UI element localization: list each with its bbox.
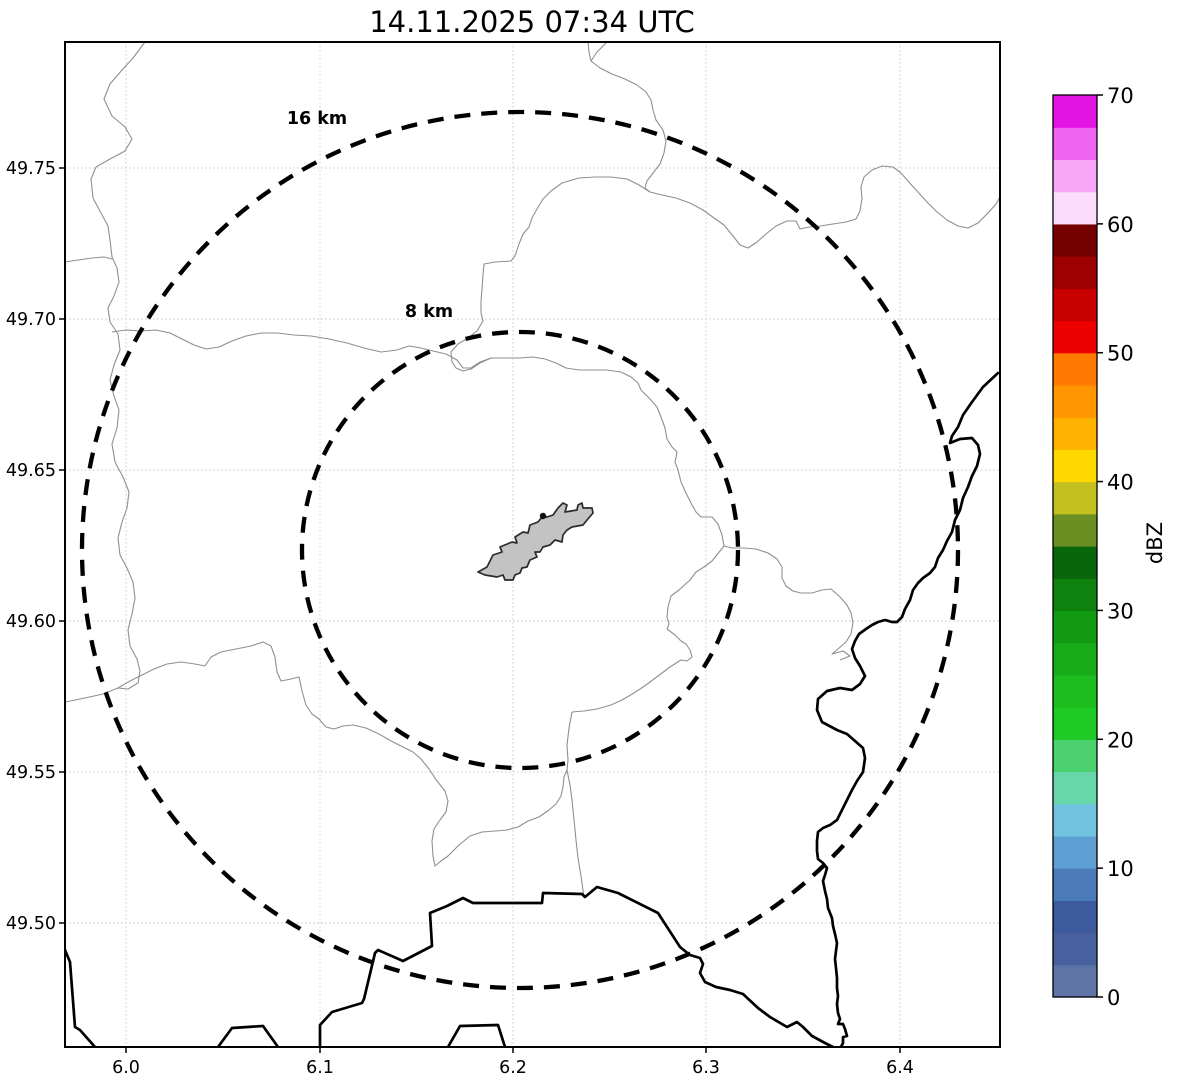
colorbar-segment <box>1053 900 1097 934</box>
x-tick-label: 6.4 <box>886 1058 914 1078</box>
city-polygon <box>477 502 594 581</box>
colorbar-segment <box>1053 352 1097 386</box>
colorbar-segment <box>1053 159 1097 193</box>
colorbar-segment <box>1053 771 1097 805</box>
colorbar-segment <box>1053 191 1097 225</box>
colorbar-segment <box>1053 384 1097 418</box>
map-content <box>65 42 1000 1047</box>
range-ring-label: 8 km <box>405 302 453 322</box>
colorbar-segment <box>1053 642 1097 676</box>
colorbar-segment <box>1053 256 1097 289</box>
colorbar-segment <box>1053 320 1097 354</box>
y-tick-label: 49.75 <box>6 159 56 179</box>
colorbar-segment <box>1053 95 1097 128</box>
colorbar-segment <box>1053 868 1097 901</box>
country-border-line <box>216 1024 280 1047</box>
colorbar-segment <box>1053 964 1097 998</box>
colorbar-segment <box>1053 288 1097 322</box>
admin-boundary-line <box>590 42 608 62</box>
colorbar-tick-label: 20 <box>1107 728 1134 752</box>
range-ring-8km <box>299 329 741 771</box>
x-tick-label: 6.3 <box>692 1058 720 1078</box>
y-tick-label: 49.65 <box>6 461 56 481</box>
colorbar-tick-label: 10 <box>1107 857 1134 881</box>
x-tick-label: 6.0 <box>112 1058 140 1078</box>
colorbar-tick-label: 70 <box>1107 84 1134 108</box>
admin-boundary-line <box>90 42 146 690</box>
colorbar-segment <box>1053 674 1097 708</box>
colorbar-segment <box>1053 739 1097 773</box>
admin-boundary-line <box>65 687 119 703</box>
colorbar-segment <box>1053 578 1097 612</box>
admin-boundary-line <box>111 329 642 391</box>
country-border-line <box>65 948 97 1047</box>
y-tick-label: 49.55 <box>6 763 56 783</box>
admin-boundary-line <box>587 42 667 193</box>
colorbar-tick-label: 40 <box>1107 471 1134 495</box>
admin-boundary-line <box>65 256 113 263</box>
y-tick-label: 49.60 <box>6 612 56 632</box>
colorbar: 70 60 50 40 30 20 10 0 <box>1052 84 1134 1010</box>
admin-boundary-line <box>566 711 585 898</box>
country-border-line <box>446 1023 507 1047</box>
colorbar-segment <box>1053 932 1097 966</box>
colorbar-tick-label: 0 <box>1107 986 1120 1010</box>
colorbar-segment <box>1053 449 1097 483</box>
figure-title: 14.11.2025 07:34 UTC <box>369 5 695 39</box>
admin-boundary-line <box>723 545 854 661</box>
plot-frame <box>64 41 1001 1048</box>
y-tick-label: 49.70 <box>6 310 56 330</box>
radar-site-marker <box>539 512 547 520</box>
colorbar-tick-label: 30 <box>1107 599 1134 623</box>
admin-boundary-line <box>450 176 651 372</box>
admin-boundary-line <box>117 641 568 867</box>
colorbar-segment <box>1053 546 1097 579</box>
colorbar-outline <box>1052 94 1098 998</box>
x-tick-label: 6.1 <box>306 1058 334 1078</box>
range-ring-16km <box>79 109 961 991</box>
colorbar-axis-label: dBZ <box>1143 522 1167 564</box>
x-tick-label: 6.2 <box>499 1058 527 1078</box>
colorbar-segment <box>1053 127 1097 161</box>
range-ring-label: 16 km <box>287 109 347 129</box>
colorbar-tick-label: 50 <box>1107 342 1134 366</box>
colorbar-segment <box>1053 417 1097 450</box>
colorbar-segment <box>1053 223 1097 257</box>
colorbar-segment <box>1053 610 1097 644</box>
plot-frame-and-axes: 16 km 8 km 6.0 6.1 6.2 6.3 6.4 49.75 49.70 49.65 4… <box>6 41 1001 1078</box>
colorbar-segment <box>1053 707 1097 740</box>
admin-boundary-line <box>649 165 1000 249</box>
admin-boundary-line <box>640 389 725 547</box>
colorbar-segment <box>1053 481 1097 515</box>
country-border-line <box>318 885 835 1047</box>
colorbar-tick-label: 60 <box>1107 213 1134 237</box>
colorbar-segment <box>1053 835 1097 869</box>
colorbar-segment <box>1053 803 1097 837</box>
colorbar-segment <box>1053 513 1097 547</box>
gridlines <box>65 42 1000 1047</box>
y-tick-label: 49.50 <box>6 914 56 934</box>
admin-boundary-line <box>571 545 725 713</box>
country-border-line <box>815 371 1000 1047</box>
